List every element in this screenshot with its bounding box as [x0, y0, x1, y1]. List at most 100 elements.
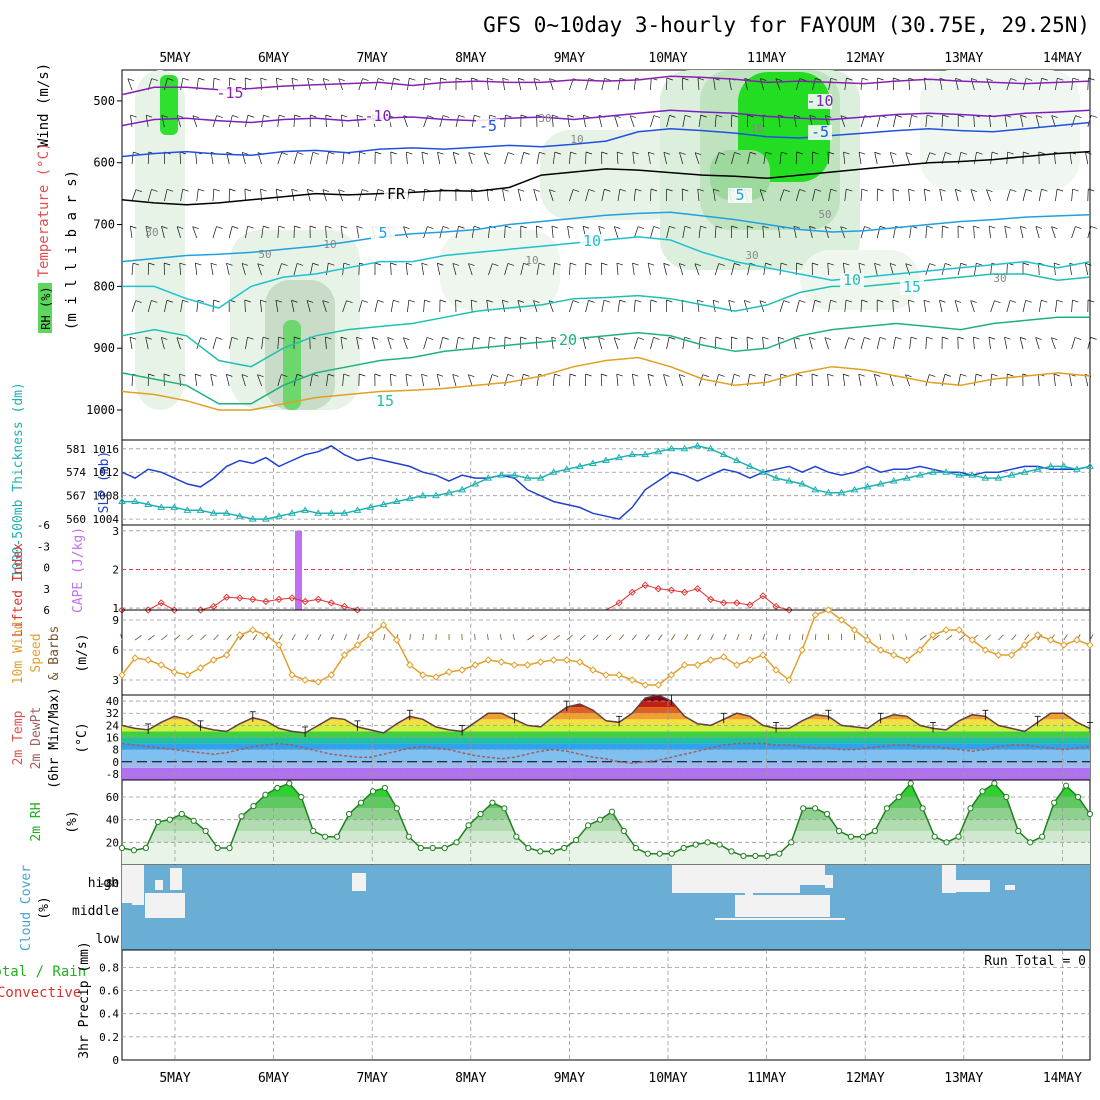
wind-barb-10m [644, 634, 650, 641]
thickness-point [288, 509, 296, 516]
thickness-tick-label: 567 [66, 490, 86, 503]
wind-barb [216, 337, 223, 340]
wind-barb [554, 373, 561, 377]
wind-barb [572, 300, 580, 303]
wind-barb [889, 263, 897, 266]
ylabel-temp: 2m Temp [11, 710, 26, 765]
rh-point [692, 841, 699, 848]
wind-barb [973, 114, 975, 128]
wind-barb [747, 152, 751, 165]
wind-barb [582, 115, 586, 128]
wind-barb [814, 188, 822, 192]
wind-barb [166, 188, 174, 192]
wind-barb [1038, 262, 1040, 276]
wind-barb [1088, 188, 1095, 192]
wind-barb [127, 78, 133, 91]
wind-barb [844, 300, 847, 313]
wind-barb [588, 300, 595, 303]
wind-barb-10m [540, 634, 548, 641]
wind-barb [697, 77, 705, 81]
wind-barb [130, 225, 137, 229]
wind-barb-10m [879, 633, 882, 641]
rh-point [1074, 793, 1082, 801]
date-label-top: 11MAY [747, 51, 786, 66]
rh-point [118, 844, 126, 852]
wind-barb [325, 114, 332, 118]
wind-barb [1019, 226, 1024, 239]
wind-barb [198, 188, 205, 192]
wind-barb [678, 263, 684, 276]
wind-barb [145, 336, 152, 340]
wind-barb [1090, 226, 1098, 229]
cloud-gap [132, 865, 144, 905]
wind-barb [468, 263, 475, 266]
wind-barb [507, 374, 514, 377]
wind-barb [328, 151, 335, 155]
wind-barb [192, 115, 198, 128]
wind-barb [489, 114, 496, 118]
thickness-point [1073, 465, 1081, 472]
wind-barb [1035, 337, 1040, 350]
wind-barb [146, 114, 153, 118]
wind-barb [840, 115, 846, 128]
temperature-tick-label: 24 [106, 719, 120, 732]
wind-barb [403, 226, 408, 239]
wind-barb [226, 262, 233, 266]
wind-barb [613, 226, 619, 239]
wind-barb [1004, 225, 1011, 229]
wind-barb [697, 299, 704, 303]
rh-contour-label: 10 [750, 122, 763, 135]
wind-barb [409, 77, 416, 81]
temperature-contour-label: 15 [903, 278, 921, 296]
wind-barb [632, 263, 635, 276]
wind-barb [860, 337, 865, 350]
wind-barb [793, 225, 801, 229]
rh-point [513, 833, 520, 840]
wind-barb [1038, 374, 1040, 387]
rh-point [214, 844, 221, 852]
wind-barb [346, 300, 353, 303]
wind-barb [551, 115, 554, 128]
wind-barb [700, 114, 707, 118]
wind-barb [846, 77, 853, 81]
wind-barb [830, 77, 838, 81]
wind-barb [390, 262, 397, 266]
wind-barb [585, 373, 592, 377]
temperature-tick-label: -8 [106, 768, 119, 781]
rh-point [835, 827, 843, 835]
wind-barb [877, 188, 884, 192]
cloud-gap [715, 918, 845, 920]
wind-barb [633, 226, 639, 239]
wind-barb-10m [736, 634, 740, 641]
wind-barb [390, 300, 394, 313]
wind-barb [893, 77, 900, 81]
wind-barb [650, 115, 655, 128]
thickness-point [1033, 465, 1042, 472]
wind-barb [874, 262, 881, 266]
temperature-contour-label: 5 [735, 186, 744, 204]
wind-barb [213, 188, 220, 192]
panel-cloud-cover: high middle low Cloud Cover (%) [19, 864, 1091, 951]
wind-barb [747, 225, 754, 229]
cape-tick-label: 1 [112, 602, 119, 615]
wind-barb [925, 337, 927, 350]
wind-barb [827, 151, 829, 165]
chart-title: GFS 0~10day 3-hourly for FAYOUM (30.75E,… [483, 13, 1090, 37]
wind-barb [161, 337, 168, 340]
precip-tick-label: 0.8 [99, 961, 119, 974]
rh-point [202, 827, 209, 835]
wind-barb [340, 336, 348, 340]
rh-contour-label: 30 [745, 249, 758, 262]
wind-barb [860, 299, 862, 313]
wind-barb [437, 152, 441, 165]
wind-barb [616, 374, 619, 387]
wind-barb [746, 336, 754, 340]
wind-barb-10m [553, 634, 560, 641]
ylabel-wind-barbs: & Barbs [47, 626, 62, 681]
lifted-index-point [157, 599, 165, 607]
wind-barb [338, 78, 345, 81]
wind-barb [828, 78, 832, 91]
wind-barb [342, 152, 345, 165]
wind-barb [294, 336, 301, 340]
panel-slp-thickness: 1004 1008 1012 1016 560 567 574 581 1000-500mb T… [11, 382, 1094, 578]
